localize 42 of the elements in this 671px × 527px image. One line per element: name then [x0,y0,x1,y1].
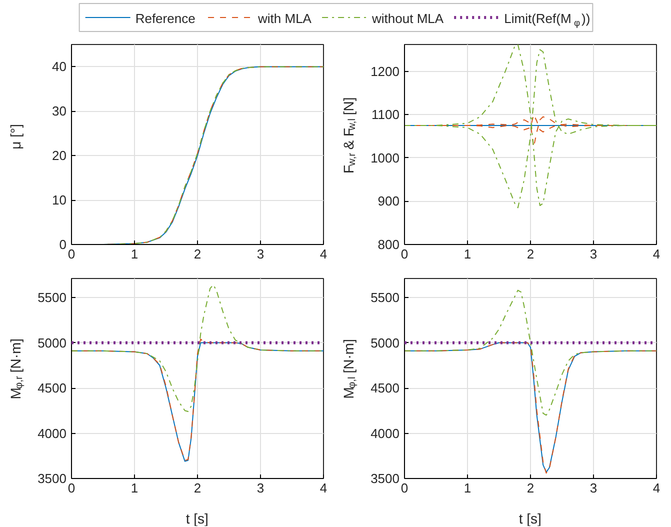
x-tick-label: 3 [590,480,598,496]
y-tick-label: 4000 [38,426,66,441]
y-tick-label: 10 [52,192,67,208]
legend-label: with MLA [257,11,312,26]
x-tick-label: 4 [652,480,660,496]
x-tick-label: 2 [526,246,534,262]
x-tick-label: 1 [130,480,138,496]
y-axis-title: μ [°] [8,124,24,150]
y-tick-label: 900 [378,194,400,209]
y-axis-title: Mφ,l [N·m] [340,339,358,399]
y-axis-title: Mφ,r [N·m] [8,338,26,400]
x-tick-label: 1 [464,246,472,262]
y-tick-label: 1200 [370,64,400,79]
y-tick-label: 5500 [370,290,400,306]
y-tick-label: 4500 [38,380,66,396]
y-tick-label: 3500 [38,471,66,486]
y-tick-label: 20 [52,148,67,164]
y-tick-label: 5000 [38,335,66,350]
x-tick-label: 4 [320,480,328,496]
x-tick-label: 4 [652,246,660,262]
y-tick-label: 800 [378,237,400,252]
y-tick-label: 0 [59,237,67,252]
x-tick-label: 1 [464,480,472,496]
y-tick-label: 30 [52,104,67,119]
legend-label: without MLA [371,11,444,26]
y-tick-label: 1100 [372,107,400,122]
x-tick-label: 3 [590,246,598,262]
y-tick-label: 5000 [370,335,400,350]
y-tick-label: 4500 [370,380,400,396]
x-tick-label: 2 [194,246,202,262]
y-tick-label: 1000 [370,150,400,166]
x-tick-label: 2 [194,480,202,496]
x-tick-label: 2 [526,480,534,496]
x-tick-label: 3 [256,480,264,496]
y-tick-label: 3500 [370,471,400,486]
legend-label: Reference [135,11,196,26]
y-tick-label: 4000 [370,426,400,441]
y-tick-label: 5500 [38,290,66,306]
y-tick-label: 40 [52,59,67,74]
x-tick-label: 4 [320,246,328,262]
x-tick-label: 3 [256,246,264,262]
x-tick-label: 1 [130,246,138,262]
